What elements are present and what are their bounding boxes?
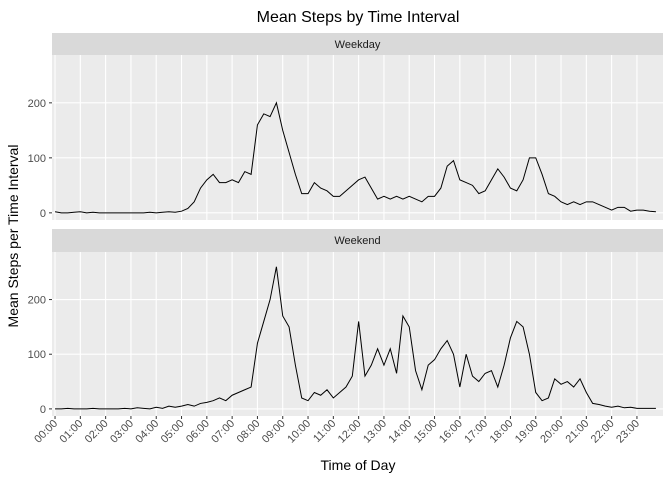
panel	[52, 55, 663, 220]
strip-label: Weekend	[334, 235, 380, 247]
data-line	[55, 266, 656, 410]
y-tick-label: 0	[40, 404, 46, 416]
y-tick-label: 100	[28, 349, 46, 361]
strip-label: Weekday	[335, 39, 381, 51]
y-tick-label: 200	[28, 98, 46, 110]
strip	[52, 33, 663, 55]
strip	[52, 229, 663, 252]
y-axis-title: Mean Steps per Time Interval	[5, 145, 21, 328]
y-tick-label: 100	[28, 153, 46, 165]
data-line	[54, 101, 656, 214]
chart-title: Mean Steps by Time Interval	[257, 9, 460, 26]
y-tick-label: 0	[40, 208, 46, 220]
y-tick-label: 200	[28, 295, 46, 307]
x-axis-title: Time of Day	[321, 457, 396, 473]
